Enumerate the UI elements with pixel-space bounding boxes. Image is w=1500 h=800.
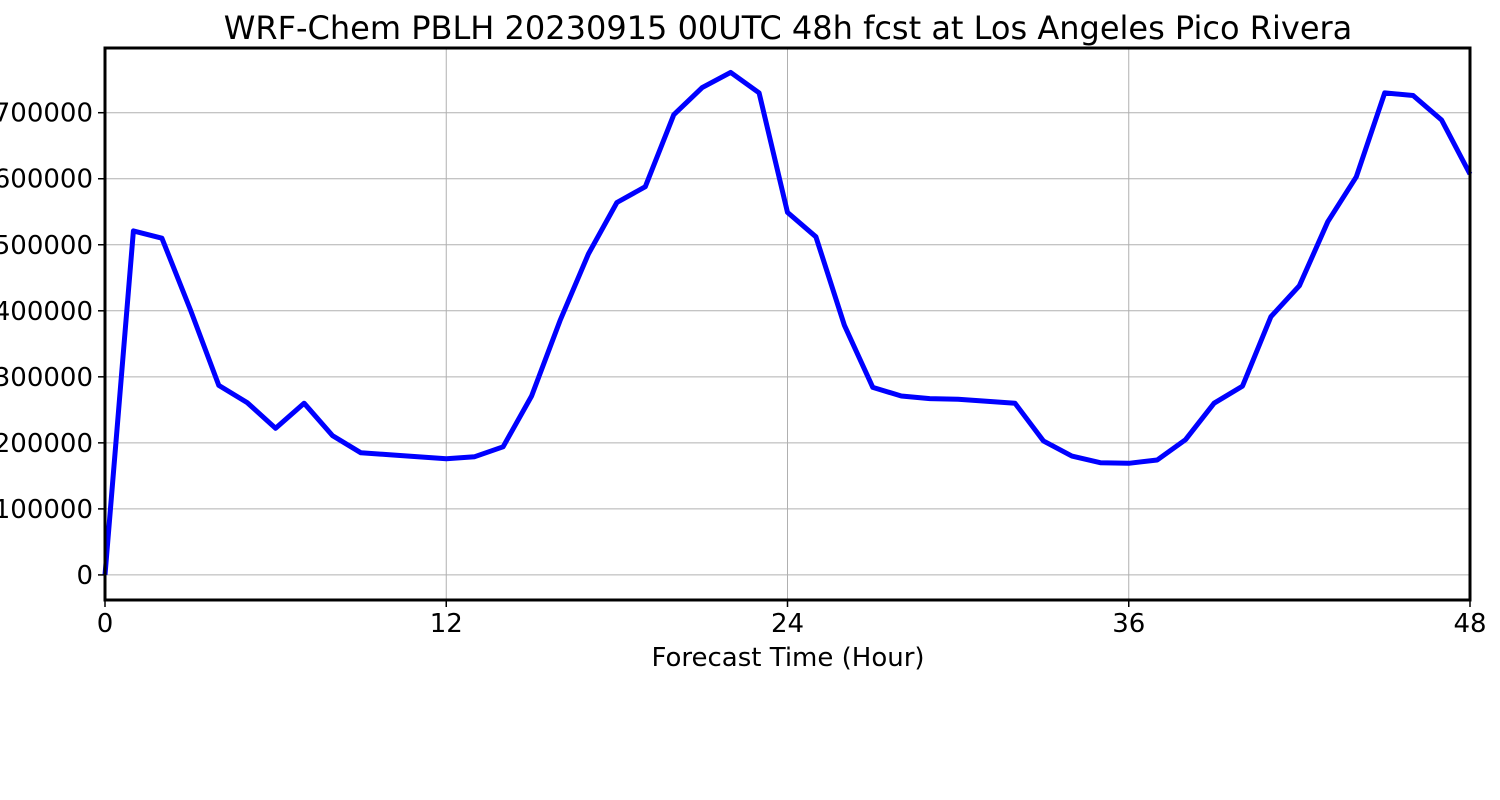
x-tick-label: 12 bbox=[430, 609, 463, 639]
x-tick-label: 48 bbox=[1453, 609, 1486, 639]
x-tick-label: 24 bbox=[771, 609, 804, 639]
x-tick-label: 36 bbox=[1112, 609, 1145, 639]
y-tick-label: 400000 bbox=[0, 297, 93, 327]
y-tick-label: 300000 bbox=[0, 363, 93, 393]
y-tick-label: 0 bbox=[76, 561, 93, 591]
y-tick-label: 600000 bbox=[0, 165, 93, 195]
axis-ticks: 0 12 24 36 48 0 100000 200000 300000 400000 500000… bbox=[0, 99, 1487, 639]
y-tick-label: 100000 bbox=[0, 495, 93, 525]
series-layer bbox=[102, 69, 1473, 576]
pblh-series-line bbox=[102, 69, 1473, 576]
chart-title: WRF-Chem PBLH 20230915 00UTC 48h fcst at… bbox=[224, 9, 1353, 47]
grid bbox=[104, 48, 1471, 600]
y-tick-label: 500000 bbox=[0, 231, 93, 261]
x-axis-label: Forecast Time (Hour) bbox=[651, 643, 924, 673]
x-tick-label: 0 bbox=[97, 609, 114, 639]
y-tick-label: 200000 bbox=[0, 429, 93, 459]
y-tick-label: 700000 bbox=[0, 99, 93, 129]
